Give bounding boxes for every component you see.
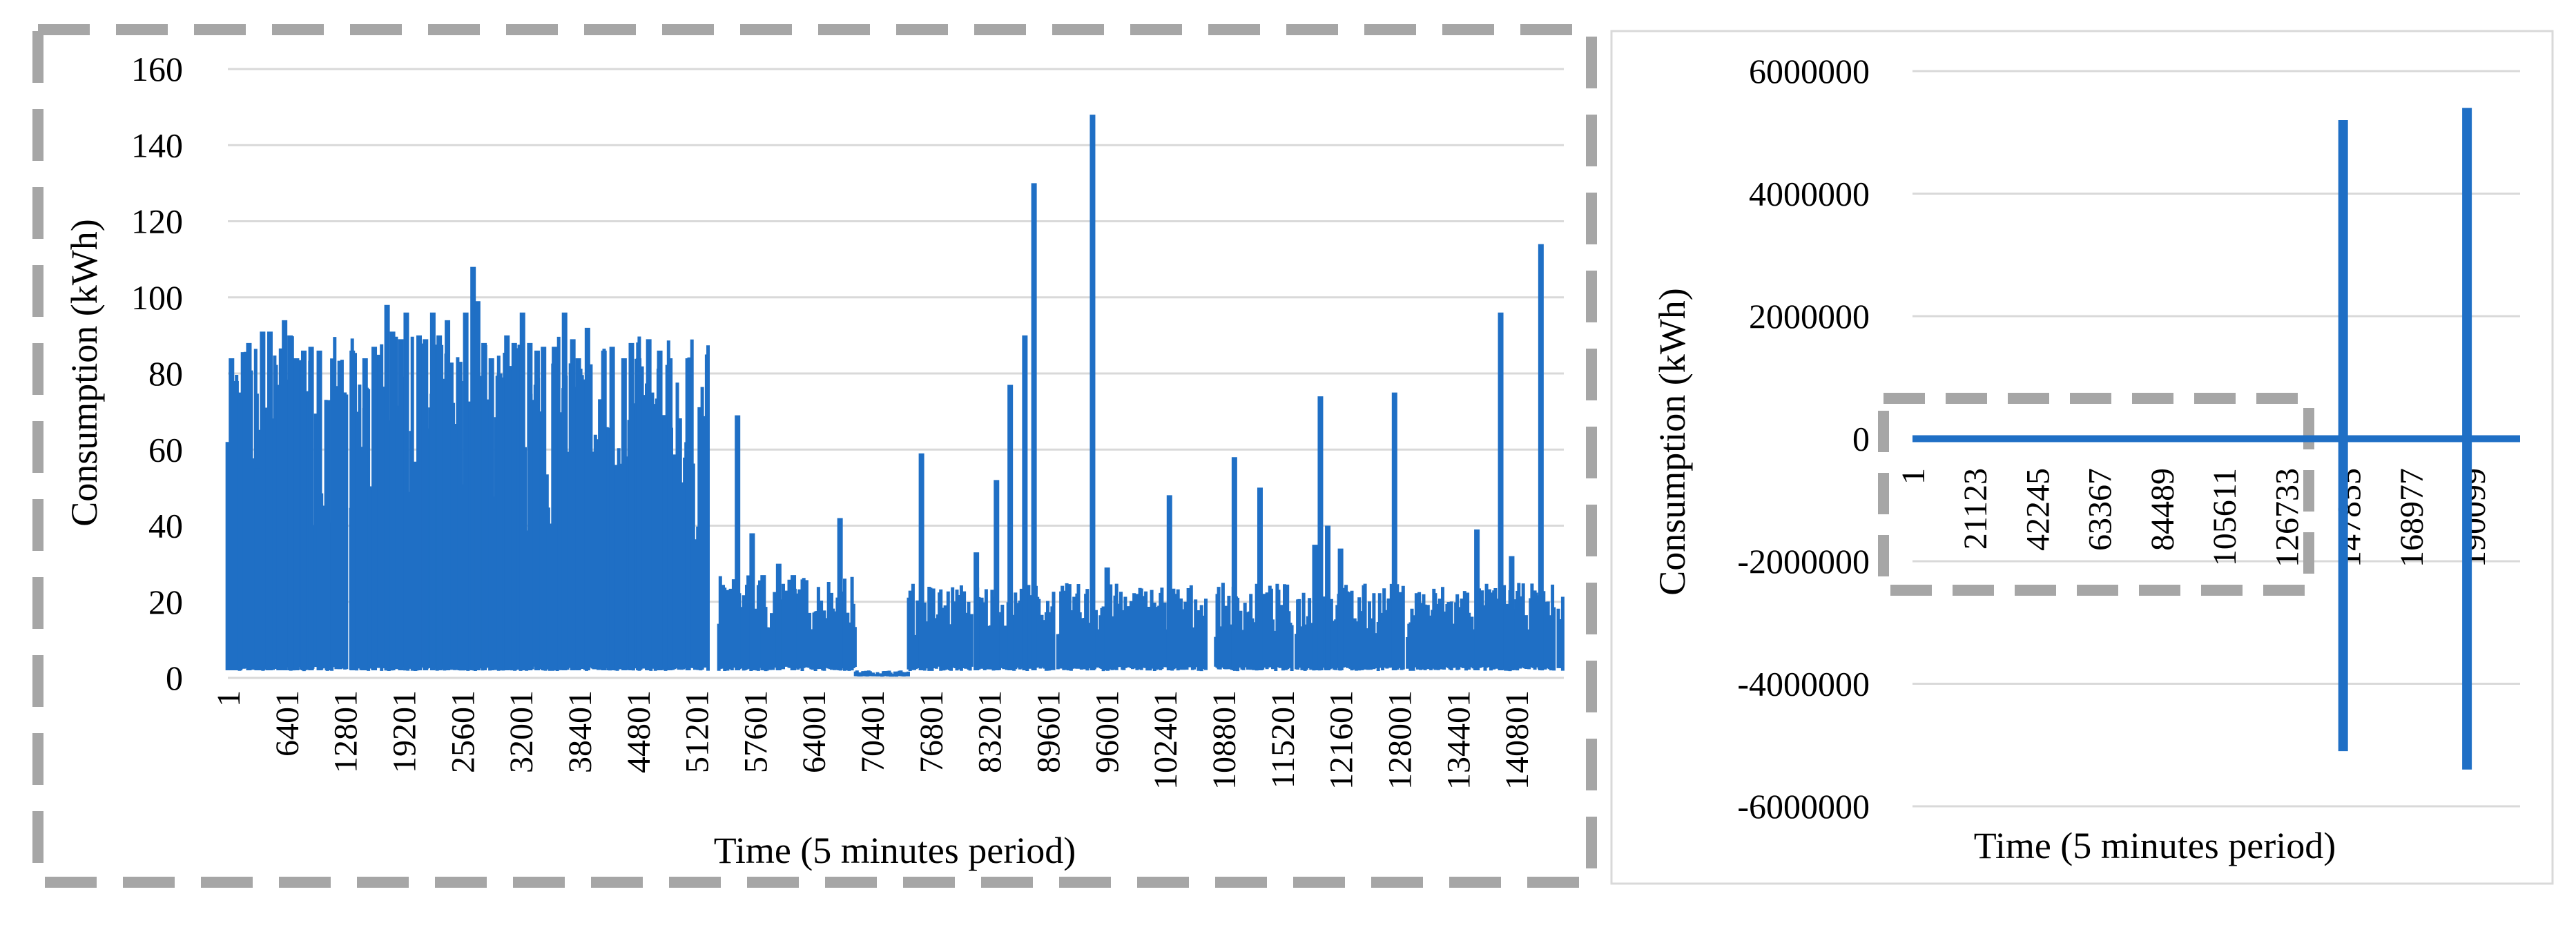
right-x-tick: 84489 — [2144, 468, 2181, 551]
left-x-tick: 83201 — [972, 690, 1009, 773]
right-x-tick: 147855 — [2332, 468, 2368, 567]
left-x-tick: 25601 — [445, 690, 481, 773]
left-gridlines — [228, 68, 1564, 679]
left-y-tick: 140 — [131, 126, 183, 164]
right-panel-border — [1610, 30, 2554, 885]
left-y-tick: 80 — [148, 354, 183, 393]
left-y-tick: 60 — [148, 430, 183, 469]
left-x-tick: 57601 — [737, 690, 774, 773]
left-y-tick: 0 — [166, 659, 183, 697]
left-x-tick: 6401 — [269, 690, 306, 757]
left-x-tick: 1 — [211, 690, 247, 707]
left-x-tick: 128001 — [1382, 690, 1418, 790]
left-x-tick: 19201 — [386, 690, 423, 773]
left-x-tick: 38401 — [562, 690, 599, 773]
left-y-tick: 40 — [148, 507, 183, 545]
left-y-tick: 160 — [131, 50, 183, 88]
right-x-tick: 190099 — [2456, 468, 2492, 567]
left-x-tick-labels: 1 6401 12801 19201 25601 32001 38401 44801 51201… — [211, 690, 1536, 790]
left-x-tick: 76801 — [913, 690, 950, 773]
left-x-tick: 121601 — [1324, 690, 1360, 790]
left-x-tick: 102401 — [1147, 690, 1184, 790]
right-x-tick: 1 — [1895, 468, 1932, 485]
left-series-consumption — [225, 115, 1565, 677]
left-x-tick: 140801 — [1499, 690, 1536, 790]
right-x-tick: 168977 — [2394, 468, 2430, 567]
left-x-tick: 70401 — [855, 690, 891, 773]
right-x-tick: 63367 — [2082, 468, 2119, 551]
right-y-tick: 6000000 — [1749, 52, 1870, 90]
right-y-tick-labels: -6000000 -4000000 -2000000 0 2000000 4000000 6… — [1737, 52, 1870, 826]
right-x-tick: 21123 — [1957, 468, 1994, 549]
right-x-tick: 126733 — [2269, 468, 2305, 567]
left-x-tick: 134401 — [1440, 690, 1477, 790]
left-x-axis-label: Time (5 minutes period) — [714, 830, 1076, 871]
right-y-tick: -6000000 — [1737, 787, 1870, 826]
right-y-tick: 0 — [1852, 420, 1870, 458]
right-x-tick: 105611 — [2207, 468, 2243, 566]
left-x-tick: 51201 — [679, 690, 716, 773]
right-y-tick: 4000000 — [1749, 175, 1870, 213]
right-y-tick: -4000000 — [1737, 665, 1870, 703]
left-x-tick: 32001 — [503, 690, 540, 773]
left-x-tick: 108801 — [1206, 690, 1243, 790]
left-highlight-frame — [32, 24, 1597, 888]
left-x-tick: 12801 — [328, 690, 365, 773]
right-y-tick: 2000000 — [1749, 297, 1870, 335]
left-x-tick: 89601 — [1031, 690, 1067, 773]
left-x-tick: 64001 — [796, 690, 833, 773]
left-x-tick: 44801 — [621, 690, 657, 773]
right-y-tick: -2000000 — [1737, 542, 1870, 581]
left-y-tick: 100 — [131, 278, 183, 317]
left-y-tick-labels: 0 20 40 60 80 100 120 140 160 — [131, 50, 183, 697]
right-x-tick: 42245 — [2020, 468, 2056, 551]
left-x-tick: 96001 — [1089, 690, 1125, 773]
left-x-tick: 115201 — [1265, 690, 1301, 788]
left-y-axis-label: Consumption (kWh) — [64, 219, 105, 526]
left-chart-panel: 0 20 40 60 80 100 120 140 160 1 6401 12801 19201 256… — [32, 24, 1597, 888]
left-y-tick: 20 — [148, 583, 183, 621]
right-x-axis-label: Time (5 minutes period) — [1974, 825, 2336, 866]
right-chart-panel: -6000000 -4000000 -2000000 0 2000000 4000000 6… — [1610, 30, 2554, 885]
right-y-axis-label: Consumption (kWh) — [1652, 288, 1693, 595]
left-y-tick: 120 — [131, 202, 183, 241]
right-series-consumption — [1912, 108, 2520, 770]
right-highlight-frame — [1878, 393, 2314, 596]
right-x-tick-labels: 1 21123 42245 63367 84489 105611 126733 147855 1… — [1895, 468, 2492, 567]
